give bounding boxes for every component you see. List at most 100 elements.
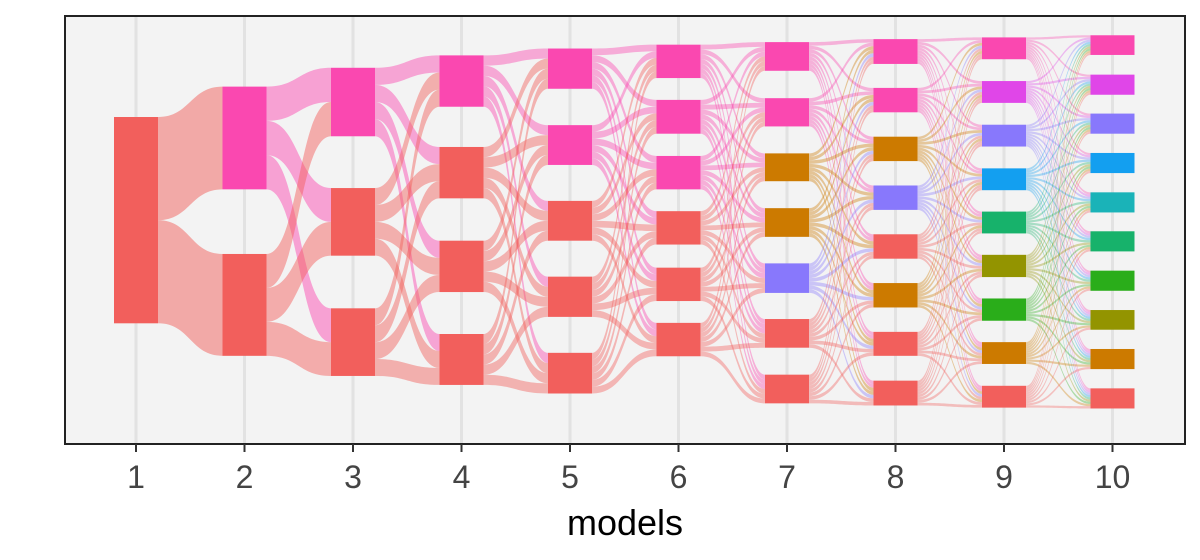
node-bar xyxy=(982,81,1026,103)
flow-band xyxy=(809,108,874,382)
flow-band xyxy=(700,109,765,163)
flow-band xyxy=(809,255,874,393)
node-bar xyxy=(982,385,1026,408)
flow-band xyxy=(1026,137,1091,278)
flow-band xyxy=(809,105,874,327)
flow-band xyxy=(1026,37,1091,84)
flow-band xyxy=(700,227,765,287)
flow-band xyxy=(1026,98,1091,354)
flow-band xyxy=(809,300,874,341)
flow-band xyxy=(917,230,982,395)
node-bar xyxy=(1090,388,1135,409)
flow-band xyxy=(917,176,982,197)
flow-band xyxy=(809,399,874,406)
flow-band xyxy=(809,222,874,249)
flow-band xyxy=(809,163,874,196)
flow-band xyxy=(1026,272,1091,363)
flow-band xyxy=(592,151,657,282)
flow-band xyxy=(592,220,657,232)
flow-band xyxy=(1026,46,1091,195)
node-bar xyxy=(873,185,918,210)
flow-band xyxy=(1026,170,1091,395)
flow-band xyxy=(1026,268,1091,285)
flow-band xyxy=(917,61,982,389)
flow-band xyxy=(700,66,765,328)
flow-band xyxy=(917,40,982,91)
node-bar xyxy=(873,87,918,113)
flow-band xyxy=(700,114,765,218)
flow-band xyxy=(917,227,982,346)
flow-band xyxy=(375,102,440,258)
flow-band xyxy=(592,120,657,291)
flow-band xyxy=(1026,201,1091,223)
flows xyxy=(158,35,1091,409)
flow-band xyxy=(1026,83,1091,216)
flow-band xyxy=(375,238,440,368)
flow-band xyxy=(700,291,765,343)
flow-band xyxy=(1026,87,1091,158)
flow-band xyxy=(917,222,982,248)
flow-band xyxy=(592,64,657,284)
flow-band xyxy=(592,113,657,215)
flow-band xyxy=(917,150,982,264)
flow-band xyxy=(809,115,874,291)
flow-band xyxy=(700,230,765,284)
flow-band xyxy=(1026,181,1091,280)
flow-band xyxy=(1026,131,1091,393)
flow-band xyxy=(917,56,982,384)
flow-band xyxy=(917,179,982,246)
flow-band xyxy=(592,294,657,387)
flow-band xyxy=(1026,288,1091,402)
flow-band xyxy=(158,220,223,356)
flow-band xyxy=(1026,35,1091,40)
flow-band xyxy=(917,132,982,194)
flow-band xyxy=(483,68,548,251)
x-tick-label: 7 xyxy=(778,459,796,495)
flow-band xyxy=(1026,54,1091,352)
node-bar xyxy=(765,98,809,127)
flow-band xyxy=(809,60,874,379)
flow-band xyxy=(1026,39,1091,127)
flow-band xyxy=(809,122,874,388)
flow-band xyxy=(483,96,548,364)
flow-band xyxy=(483,65,548,136)
flow-band xyxy=(700,222,765,231)
flow-band xyxy=(809,229,874,346)
flow-band xyxy=(917,204,982,354)
node-bar xyxy=(1090,231,1135,252)
flow-band xyxy=(809,248,874,282)
flow-band xyxy=(1026,85,1091,119)
node-bar xyxy=(1090,35,1135,55)
flow-band xyxy=(917,94,982,289)
node-bar xyxy=(982,342,1026,364)
flow-band xyxy=(592,51,657,132)
flow-band xyxy=(917,182,982,294)
flow-band xyxy=(809,105,874,144)
node-bar xyxy=(548,276,592,317)
node-bar xyxy=(114,117,158,324)
flow-band xyxy=(917,302,982,359)
flow-band xyxy=(917,268,982,300)
flow-band xyxy=(483,86,548,287)
node-bar xyxy=(331,188,375,256)
node-bar xyxy=(1090,113,1135,134)
node-bar xyxy=(1090,270,1135,291)
node-bar xyxy=(656,211,701,245)
flow-band xyxy=(917,196,982,223)
flow-band xyxy=(809,303,874,397)
flow-band xyxy=(592,82,657,330)
flow-band xyxy=(917,274,982,398)
flow-band xyxy=(809,167,874,245)
flow-band xyxy=(700,351,765,404)
x-axis-title: models xyxy=(567,502,683,543)
flow-band xyxy=(700,283,765,292)
flow-band xyxy=(1026,43,1091,156)
flow-band xyxy=(700,68,765,324)
flow-band xyxy=(700,296,765,399)
flow-band xyxy=(1026,226,1091,321)
flow-band xyxy=(1026,100,1091,393)
flow-band xyxy=(1026,129,1091,349)
flow-band xyxy=(809,49,874,212)
flow-band xyxy=(1026,89,1091,197)
